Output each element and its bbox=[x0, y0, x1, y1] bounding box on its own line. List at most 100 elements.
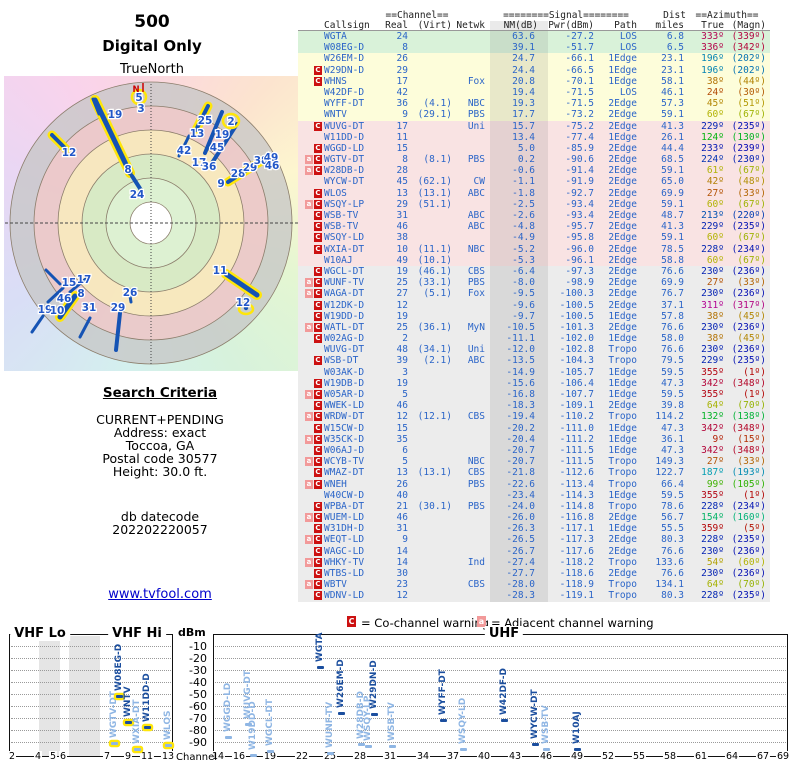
real-channel-cell: 10 bbox=[396, 243, 408, 255]
table-row: W11DD-D 11 13.4 -77.4 1Edge 26.1 124º (130º) bbox=[298, 131, 770, 143]
distance-cell: 26.1 bbox=[661, 131, 684, 143]
true-azimuth-cell: 196º bbox=[701, 53, 724, 65]
distance-cell: 56.7 bbox=[661, 512, 684, 524]
channel-tick-label: 67 bbox=[755, 751, 771, 762]
noise-margin-cell: -26.0 bbox=[490, 512, 548, 524]
channel-tick-label: 58 bbox=[662, 751, 678, 762]
signal-bar bbox=[389, 745, 396, 749]
channel-tick-label: 64 bbox=[724, 751, 740, 762]
true-azimuth-cell: 229º bbox=[701, 221, 724, 233]
signal-spoke bbox=[30, 314, 45, 334]
noise-margin-cell: -20.4 bbox=[490, 433, 548, 445]
real-channel-cell: 23 bbox=[396, 579, 408, 591]
distance-cell: 37.1 bbox=[661, 299, 684, 311]
dist-group-header: Dist bbox=[663, 10, 686, 21]
true-azimuth-cell: 213º bbox=[701, 210, 724, 221]
true-azimuth-cell: 230º bbox=[701, 344, 724, 356]
dbm-tick-label: -10 bbox=[189, 640, 207, 653]
noise-margin-cell: -27.4 bbox=[490, 556, 548, 568]
virtual-channel-cell bbox=[408, 479, 452, 490]
callsign-cell: WGGD-LD bbox=[324, 142, 365, 154]
radar-channel-label: 17 bbox=[192, 157, 207, 169]
adjacent-channel-warning-badge: a bbox=[305, 513, 313, 523]
distance-cell: 55.5 bbox=[661, 523, 684, 535]
table-row: a C WRDW-DT 12 (12.1) CBS -19.4 -110.2 Tropo 114.… bbox=[298, 411, 770, 423]
callsign-cell: WMAZ-DT bbox=[324, 467, 365, 479]
true-azimuth-cell: 224º bbox=[701, 154, 724, 166]
magnetic-azimuth-cell: (342º) bbox=[731, 42, 766, 54]
table-row: C W06AJ-D 6 -20.7 -111.5 1Edge 47.3 342º (348º) bbox=[298, 444, 770, 457]
noise-margin-cell: -27.7 bbox=[490, 568, 548, 580]
noise-margin-cell: 19.4 bbox=[490, 86, 548, 99]
virtual-channel-cell bbox=[408, 378, 452, 389]
path-cell: 1Edge bbox=[608, 489, 637, 501]
table-row: C WPBA-DT 21 (30.1) PBS -24.0 -114.8 Tropo 78.6 2… bbox=[298, 500, 770, 513]
power-cell: -119.1 bbox=[559, 590, 594, 602]
real-channel-cell: 14 bbox=[396, 556, 408, 568]
distance-cell: 48.7 bbox=[661, 210, 684, 221]
callsign-cell: WLOS bbox=[324, 187, 347, 199]
station-table: ==Channel== ========Signal======== Dist … bbox=[298, 11, 770, 602]
power-cell: -66.5 bbox=[565, 64, 594, 76]
virtual-channel-cell bbox=[408, 42, 452, 53]
table-row: W08EG-D 8 39.1 -51.7 LOS 6.5 336º (342º) bbox=[298, 42, 770, 54]
table-row: C WXIA-DT 10 (11.1) NBC -5.2 -96.0 2Edge 78.5 228… bbox=[298, 243, 770, 255]
dbm-tick-label: -60 bbox=[189, 700, 207, 713]
virtual-channel-cell bbox=[408, 311, 452, 322]
signal-bar bbox=[460, 747, 467, 751]
path-cell: 2Edge bbox=[608, 210, 637, 221]
true-azimuth-cell: 336º bbox=[701, 42, 724, 54]
noise-margin-cell: -26.5 bbox=[490, 534, 548, 546]
table-row: a C W28DB-D 28 -0.6 -91.4 2Edge 59.1 61º (67º) bbox=[298, 165, 770, 177]
radar-channel-label: 29 bbox=[111, 302, 126, 314]
signal-bar bbox=[267, 749, 274, 753]
true-azimuth-cell: 196º bbox=[701, 64, 724, 76]
power-cell: -118.2 bbox=[559, 556, 594, 568]
network-cell: Ind bbox=[467, 556, 485, 568]
power-cell: -73.2 bbox=[565, 109, 594, 121]
adjacent-channel-warning-badge: a bbox=[305, 390, 313, 399]
distance-cell: 36.1 bbox=[661, 433, 684, 445]
true-azimuth-cell: 54º bbox=[706, 556, 724, 568]
distance-cell: 58.8 bbox=[661, 254, 684, 266]
network-cell: Fox bbox=[467, 288, 485, 300]
tvfool-link[interactable]: www.tvfool.com bbox=[108, 587, 212, 602]
distance-cell: 23.1 bbox=[661, 53, 684, 65]
signal-spoke bbox=[128, 294, 133, 304]
network-cell bbox=[452, 512, 490, 523]
co-channel-warning-badge: C bbox=[314, 423, 322, 433]
true-azimuth-cell: 60º bbox=[706, 109, 724, 121]
co-channel-warning-badge: C bbox=[314, 390, 322, 399]
magnetic-azimuth-cell: (44º) bbox=[737, 75, 766, 87]
radar-channel-label: 46 bbox=[57, 293, 72, 305]
path-cell: Tropo bbox=[608, 579, 637, 591]
path-cell: 1Edge bbox=[608, 131, 637, 143]
db-datecode-line: db datecode bbox=[120, 509, 200, 524]
table-row: C WSB-TV 46 ABC -4.8 -95.7 2Edge 41.3 229º (235º) bbox=[298, 221, 770, 233]
co-channel-warning-badge: C bbox=[314, 155, 322, 165]
table-row: W10AJ 49 (10.1) -5.3 -96.1 2Edge 58.8 60º (67º) bbox=[298, 254, 770, 266]
signal-spoke bbox=[223, 271, 260, 298]
network-cell bbox=[452, 132, 490, 143]
table-row: C W15CW-D 15 -20.2 -111.0 1Edge 47.3 342º (348º) bbox=[298, 422, 770, 434]
magnetic-azimuth-cell: (48º) bbox=[737, 176, 766, 188]
table-row: a C WGTV-DT 8 (8.1) PBS 0.2 -90.6 2Edge 68.5 224º (… bbox=[298, 154, 770, 166]
power-cell: -111.5 bbox=[559, 456, 594, 468]
path-cell: 1Edge bbox=[608, 75, 637, 87]
true-azimuth-cell: 27º bbox=[706, 456, 724, 468]
table-row: a C WAGA-DT 27 (5.1) Fox -9.5 -100.3 2Edge 76.7 23… bbox=[298, 288, 770, 300]
real-channel-cell: 46 bbox=[396, 221, 408, 233]
real-channel-cell: 36 bbox=[396, 98, 408, 110]
network-cell bbox=[452, 333, 490, 344]
true-azimuth-cell: 355º bbox=[701, 489, 724, 501]
co-channel-warning-badge: C bbox=[314, 278, 322, 288]
table-column-headers: Callsign Real (Virt) Netwk NM(dB) Pwr(dB… bbox=[298, 21, 770, 31]
path-cell: 2Edge bbox=[608, 176, 637, 188]
radar-channel-label: 26 bbox=[123, 287, 138, 299]
noise-margin-cell: 13.4 bbox=[490, 131, 548, 143]
adjacent-channel-warning-badge: a bbox=[305, 457, 313, 467]
noise-margin-cell: 24.4 bbox=[490, 64, 548, 76]
magnetic-azimuth-cell: (45º) bbox=[737, 333, 766, 345]
signal-bar bbox=[245, 723, 252, 727]
network-cell bbox=[452, 31, 490, 42]
